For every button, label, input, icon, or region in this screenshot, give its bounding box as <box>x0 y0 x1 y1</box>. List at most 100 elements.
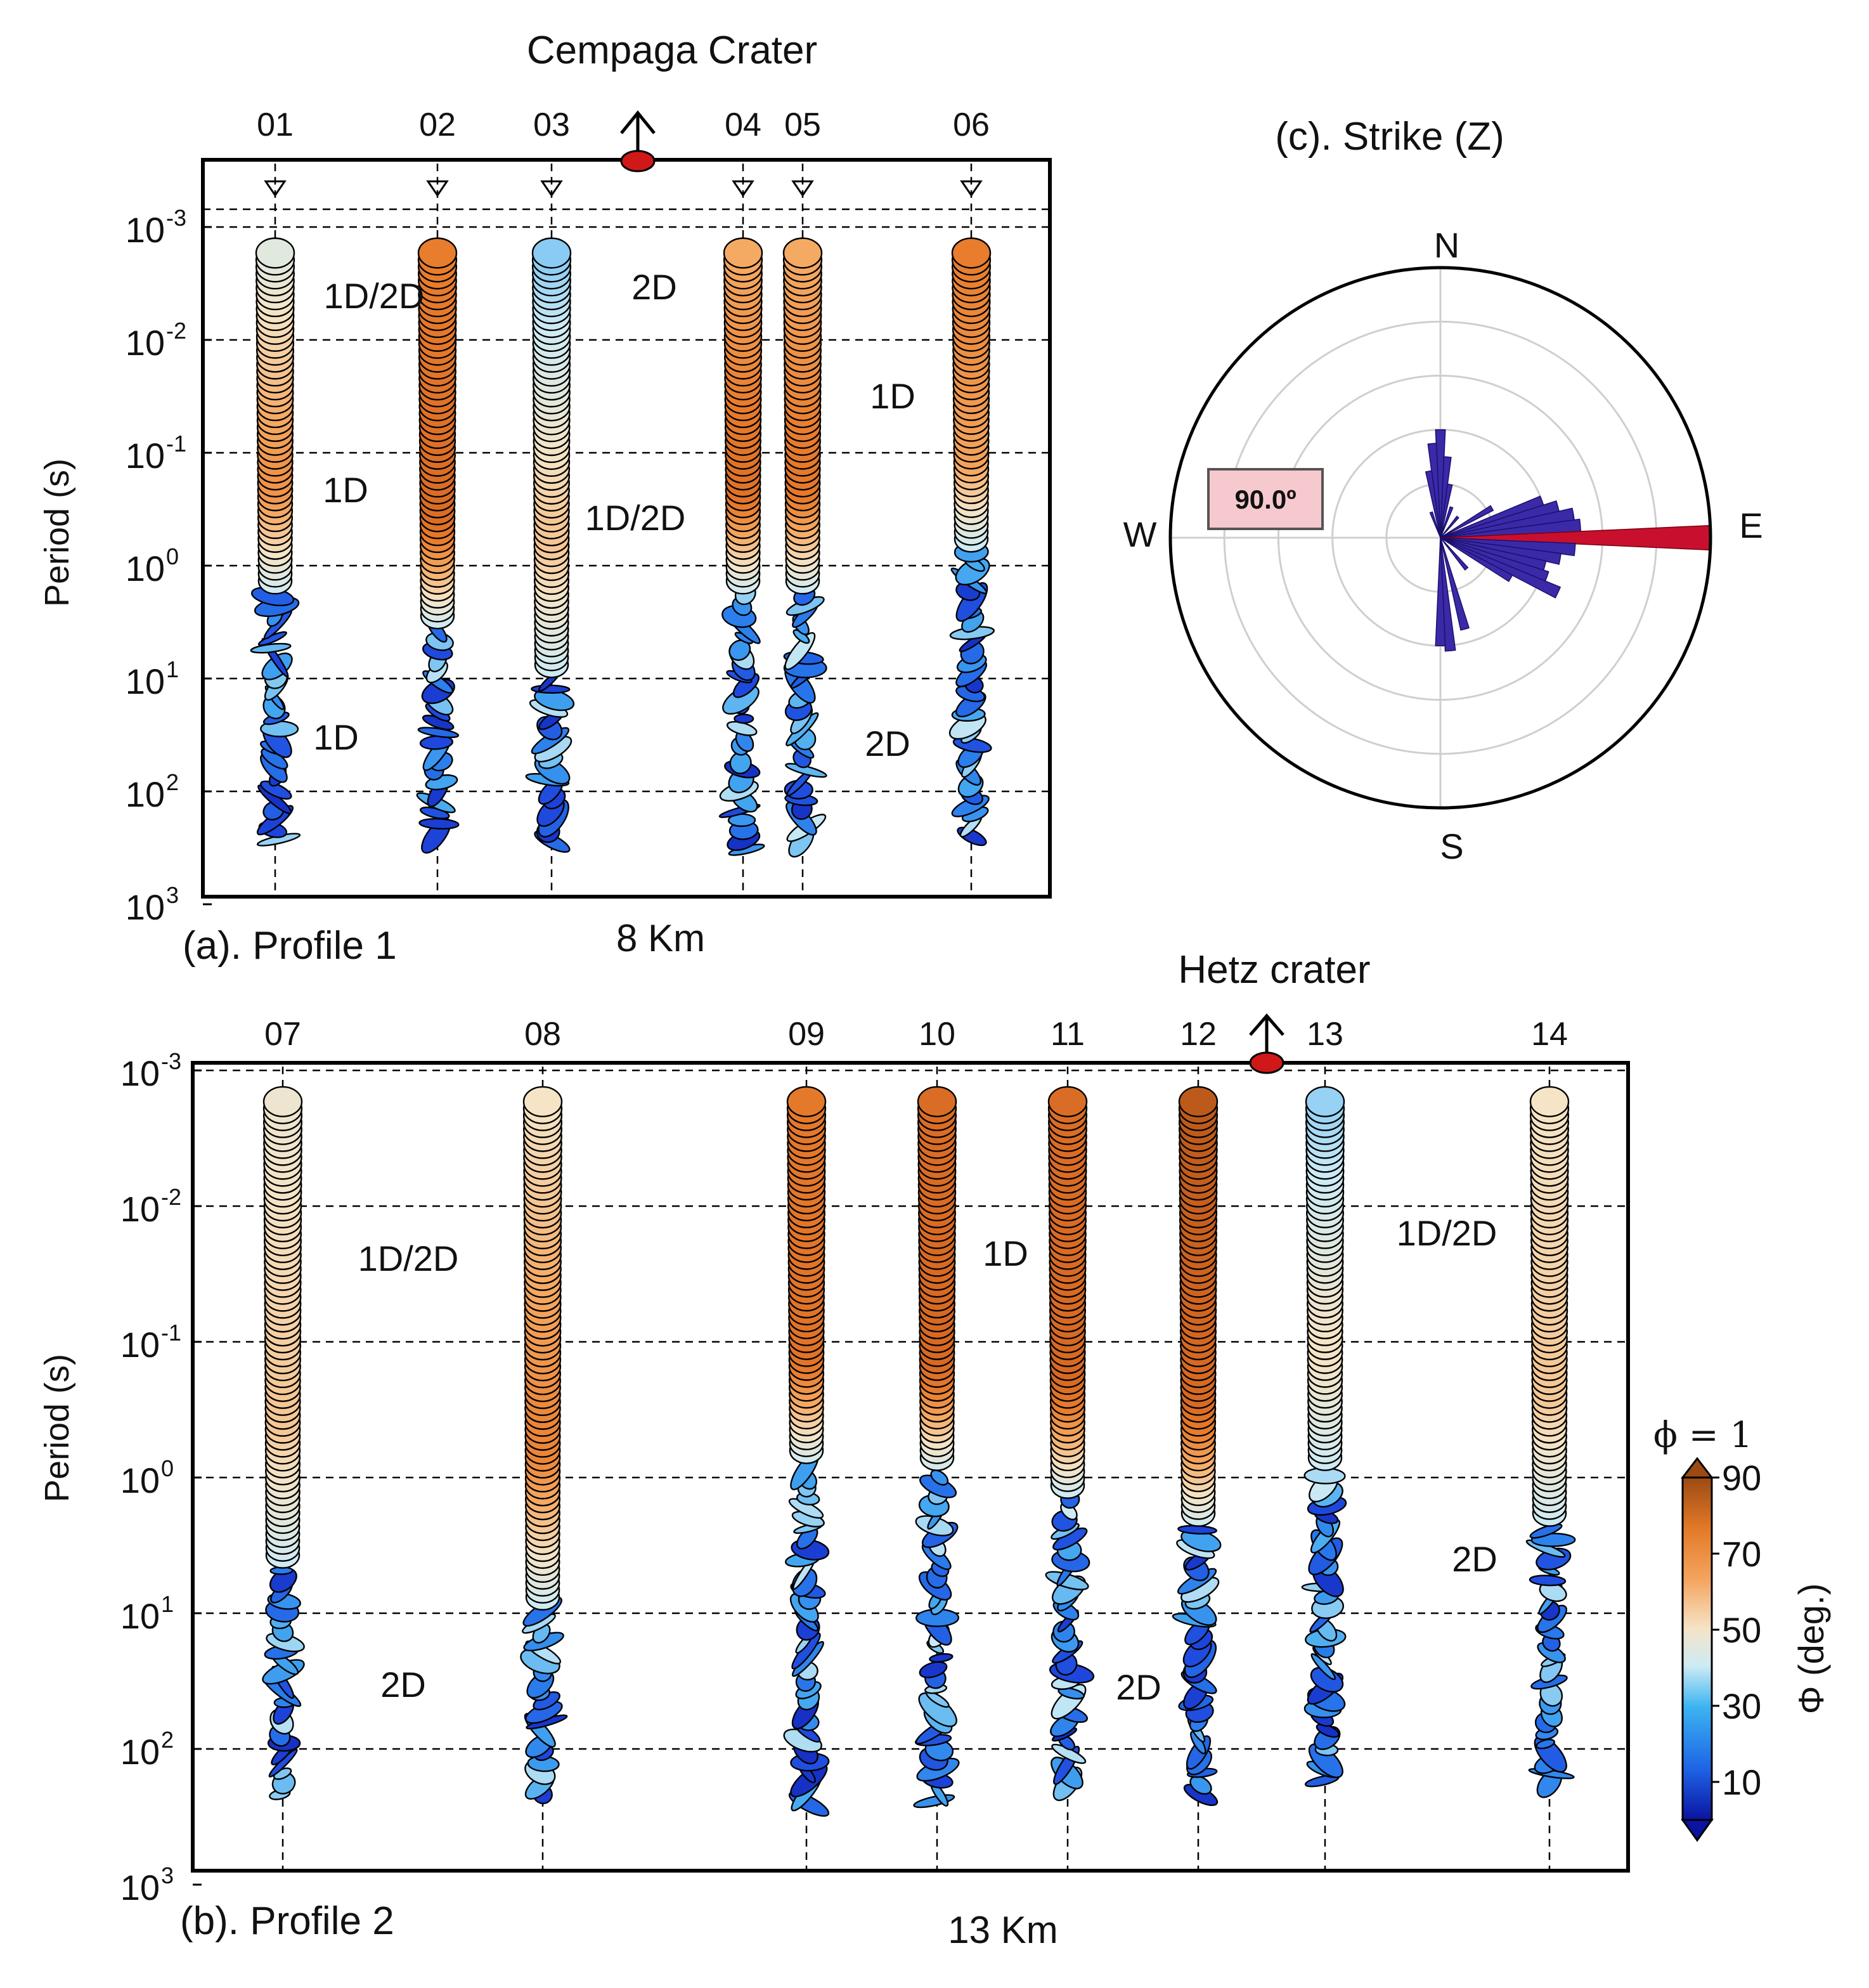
y-tick-exponent: 1 <box>161 1591 174 1617</box>
colorbar-ticks: 10 30 50 70 90 <box>1712 1458 1761 1802</box>
regime-annotation: 2D <box>1116 1667 1161 1707</box>
y-tick-exponent: 2 <box>166 769 179 795</box>
station-label: 03 <box>533 107 570 143</box>
y-tick-label: 10 <box>126 436 165 476</box>
y-tick-exponent: 0 <box>166 543 179 569</box>
y-tick-label: 10 <box>120 1460 160 1500</box>
y-tick-exponent: -3 <box>161 1048 181 1074</box>
y-tick-exponent: 3 <box>161 1862 174 1888</box>
colorbar-tick-label: 90 <box>1722 1458 1761 1498</box>
annotations-a: 01 02 03 04 05 06 1D/2D 1D 2D 1D/2D 1D 1D 2D <box>257 107 990 763</box>
y-axis-label-a: Period (s) <box>38 458 76 607</box>
station-ellipses <box>1172 1086 1222 1807</box>
y-tick-label: 10 <box>126 210 165 250</box>
y-tick-exponent: -2 <box>161 1184 181 1210</box>
phase-tensor-ellipse <box>1529 1523 1563 1539</box>
regime-annotation: 1D/2D <box>585 498 686 538</box>
regime-annotation: 2D <box>631 267 677 307</box>
phase-tensor-circle <box>255 237 295 269</box>
y-tick-label: 10 <box>120 1325 160 1365</box>
y-tick-exponent: 3 <box>166 882 179 908</box>
stations-b <box>262 1067 1576 1871</box>
phase-tensor-ellipse <box>913 1794 955 1809</box>
station-ellipses <box>1045 1086 1095 1802</box>
y-tick-exponent: -1 <box>166 431 186 457</box>
rose-bar <box>1440 483 1453 538</box>
y-tick-exponent: -1 <box>161 1320 181 1346</box>
station-label: 07 <box>264 1016 301 1053</box>
station-ellipses <box>913 1086 960 1809</box>
panel-label-b: (b). Profile 2 <box>180 1899 394 1943</box>
crater-marker-b <box>1249 1013 1284 1074</box>
distance-label-a: 8 Km <box>616 917 705 959</box>
dir-north: N <box>1434 225 1459 265</box>
y-tick-label: 10 <box>120 1596 160 1636</box>
colorbar-top-arrow <box>1680 1457 1714 1479</box>
phase-tensor-circle <box>951 237 992 269</box>
y-axis-label-b: Period (s) <box>38 1354 76 1502</box>
phase-tensor-circle <box>917 1086 957 1117</box>
station-ellipses <box>782 237 827 858</box>
rose-bar <box>1429 511 1441 538</box>
phase-tensor-circle <box>782 237 823 269</box>
colorbar-tick-label: 30 <box>1722 1686 1761 1726</box>
station-label: 02 <box>419 107 456 143</box>
station-ellipses <box>520 1086 568 1805</box>
grid-lines-b <box>193 1069 1628 1750</box>
station-ellipses <box>1301 1086 1347 1788</box>
stations-a <box>250 164 995 897</box>
y-tick-exponent: 2 <box>161 1727 174 1753</box>
y-tick-label: 10 <box>120 1189 160 1229</box>
station-ellipses <box>948 237 995 847</box>
regime-annotation: 2D <box>865 724 910 763</box>
rose-bar <box>1440 537 1513 582</box>
y-tick-label: 10 <box>120 1732 160 1772</box>
rose-bars <box>1425 429 1711 652</box>
phase-tensor-ellipse <box>734 713 754 724</box>
rose-bar <box>1440 537 1470 631</box>
y-tick-label: 10 <box>126 549 165 588</box>
station-label: 05 <box>784 107 821 143</box>
rose-bar <box>1435 537 1446 647</box>
colorbar-top-label: ϕ = 1 <box>1653 1415 1752 1456</box>
phase-tensor-ellipse <box>929 1653 954 1663</box>
regime-annotation: 1D <box>870 376 915 416</box>
station-ellipses <box>783 1086 830 1817</box>
grid-lines-a <box>203 208 1050 793</box>
phase-tensor-ellipse <box>1310 1653 1336 1680</box>
y-tick-exponent: 1 <box>166 656 179 682</box>
y-tick-label: 10 <box>126 774 165 814</box>
phase-tensor-circle <box>1529 1086 1570 1117</box>
station-label: 04 <box>725 107 761 143</box>
distance-label-b: 13 Km <box>948 1909 1057 1951</box>
phase-tensor-circle <box>1178 1086 1219 1117</box>
regime-annotation: 1D <box>983 1233 1028 1273</box>
phase-tensor-ellipse <box>1529 1575 1567 1587</box>
colorbar-tick-label: 50 <box>1722 1610 1761 1650</box>
colorbar: ϕ = 1 10 30 50 70 90 Φ (deg.) <box>1653 1415 1831 1842</box>
phase-tensor-circle <box>417 237 458 269</box>
y-tick-label: 10 <box>120 1868 160 1907</box>
colorbar-label: Φ (deg.) <box>1791 1583 1831 1715</box>
station-label: 08 <box>524 1016 561 1053</box>
phase-tensor-ellipse <box>930 1469 949 1486</box>
phase-tensor-circle <box>1047 1086 1088 1117</box>
station-label: 10 <box>919 1016 955 1053</box>
y-tick-label: 10 <box>126 323 165 363</box>
phase-tensor-ellipse <box>250 642 292 654</box>
y-tick-exponent: -3 <box>166 205 186 231</box>
regime-annotation: 1D/2D <box>358 1238 459 1278</box>
dir-south: S <box>1440 826 1463 866</box>
rose-bar <box>1440 537 1469 571</box>
phase-tensor-ellipse <box>418 817 460 830</box>
rose-bar <box>1440 516 1459 538</box>
crater-title-b: Hetz crater <box>1178 948 1370 992</box>
station-label: 14 <box>1531 1016 1568 1053</box>
strike-value: 90.0º <box>1234 484 1296 514</box>
y-tick-label: 10 <box>126 887 165 927</box>
crater-marker-a <box>620 110 656 172</box>
